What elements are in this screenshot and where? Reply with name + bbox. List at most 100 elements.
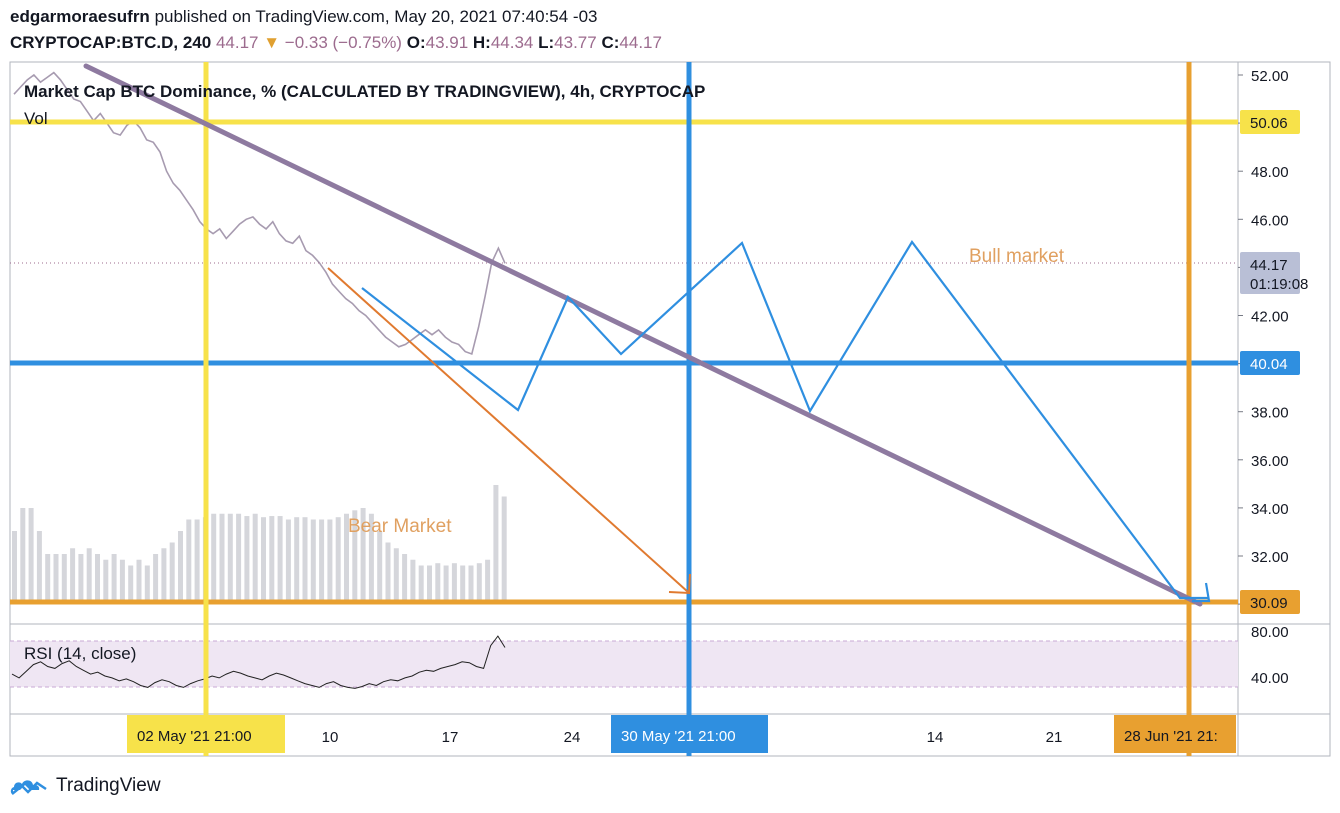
last-price-badge-value: 44.17 <box>1250 257 1288 274</box>
volume-bar <box>227 513 233 600</box>
price-tick-label: 32.00 <box>1251 549 1289 566</box>
ohlc-legend: CRYPTOCAP:BTC.D, 240 44.17 ▼ −0.33 (−0.7… <box>10 33 662 53</box>
volume-bar <box>186 519 192 600</box>
volume-bar <box>78 554 84 600</box>
brand-name: TradingView <box>56 775 161 796</box>
volume-bar <box>335 517 341 600</box>
price-tick-label: 52.00 <box>1251 68 1289 85</box>
volume-bar <box>103 559 109 600</box>
tradingview-logo-icon <box>10 780 47 795</box>
price-badge-bg <box>1240 351 1300 375</box>
volume-bar <box>385 542 391 600</box>
price-tick-label: 34.00 <box>1251 501 1289 518</box>
volume-bar <box>277 516 283 600</box>
volume-bar <box>128 565 134 600</box>
last-value: 44.17 <box>215 33 259 52</box>
x-tick-label: 10 <box>322 729 339 746</box>
volume-bar <box>468 565 474 600</box>
high-label: H: <box>472 33 491 52</box>
price-badge-bg <box>1240 590 1300 614</box>
close-value: 44.17 <box>619 33 662 52</box>
rsi-band <box>10 641 1238 687</box>
volume-bar <box>493 485 499 600</box>
volume-bar <box>111 554 117 600</box>
rsi-series-line <box>11 635 506 689</box>
volume-bar <box>327 519 333 600</box>
bull-market-label: Bull market <box>969 246 1065 267</box>
volume-bar <box>244 516 250 600</box>
chart-title: Market Cap BTC Dominance, % (CALCULATED … <box>24 82 705 101</box>
volume-bar <box>501 496 507 600</box>
volume-bar <box>344 513 349 600</box>
volume-bar <box>144 565 150 600</box>
price-tick-label: 42.00 <box>1251 309 1289 326</box>
volume-bar <box>435 563 441 600</box>
volume-label: Vol <box>24 109 48 128</box>
volume-bar <box>443 565 449 600</box>
volume-bar <box>61 554 67 600</box>
projection-zigzag <box>361 240 1208 600</box>
publish-text: published on TradingView.com, May 20, 20… <box>154 7 598 26</box>
volume-bar <box>352 510 358 600</box>
volume-bar <box>161 548 167 600</box>
x-tick-label: 17 <box>442 729 459 746</box>
price-tick-label: 46.00 <box>1251 212 1289 229</box>
footer-brand[interactable]: TradingView <box>10 773 161 799</box>
volume-bar <box>86 548 92 600</box>
bear-arrow-line <box>327 267 689 593</box>
volume-bar <box>261 517 266 600</box>
countdown-label: 01:19:08 <box>1250 276 1308 293</box>
volume-bar <box>319 519 325 600</box>
volume-bar <box>169 542 175 600</box>
volume-bar <box>460 565 466 600</box>
volume-bar <box>427 565 432 600</box>
price-badge-label: 40.04 <box>1250 356 1288 373</box>
date-badge-bg <box>611 715 768 753</box>
volume-bar <box>377 531 383 600</box>
open-value: 43.91 <box>425 33 469 52</box>
volume-bar <box>53 554 59 600</box>
volume-bar <box>211 513 217 600</box>
volume-bar <box>194 519 200 600</box>
price-tick-label: 38.00 <box>1251 405 1289 422</box>
publish-info: edgarmoraesufrn published on TradingView… <box>10 7 598 27</box>
price-tick-label: 36.00 <box>1251 453 1289 470</box>
volume-bar <box>285 519 291 600</box>
volume-bar <box>136 559 142 600</box>
date-badge-label: 28 Jun '21 21: <box>1124 728 1218 745</box>
down-arrow-icon: ▼ <box>263 33 281 52</box>
date-badge-bg <box>127 715 285 753</box>
volume-bar <box>20 508 26 600</box>
bear-market-label: Bear Market <box>348 516 452 537</box>
volume-bar <box>153 554 159 600</box>
volume-bar <box>476 563 482 600</box>
volume-bar <box>36 531 42 600</box>
volume-bar <box>294 517 300 600</box>
high-value: 44.34 <box>490 33 534 52</box>
price-badge-bg <box>1240 110 1300 134</box>
volume-bar <box>402 554 408 600</box>
volume-bar <box>451 563 457 600</box>
author-name[interactable]: edgarmoraesufrn <box>10 7 150 26</box>
projection-arrowhead-icon <box>1192 582 1211 603</box>
date-badge-label: 30 May '21 21:00 <box>621 728 736 745</box>
price-badge-label: 50.06 <box>1250 115 1288 132</box>
volume-bar <box>95 554 100 600</box>
rsi-label: RSI (14, close) <box>24 644 136 663</box>
x-tick-label: 24 <box>564 729 581 746</box>
volume-bar <box>252 513 258 600</box>
volume-bar <box>269 516 275 600</box>
volume-bar <box>70 548 76 600</box>
low-value: 43.77 <box>554 33 597 52</box>
volume-bar <box>360 508 366 600</box>
change-value: −0.33 (−0.75%) <box>284 33 402 52</box>
volume-bar <box>236 513 242 600</box>
volume-bar <box>485 559 491 600</box>
volume-bar <box>12 531 17 600</box>
volume-bar <box>310 519 316 600</box>
price-badge-label: 30.09 <box>1250 595 1288 612</box>
low-label: L: <box>538 33 555 52</box>
symbol-label: CRYPTOCAP:BTC.D, 240 <box>10 33 212 52</box>
rsi-tick-label: 40.00 <box>1251 670 1289 687</box>
